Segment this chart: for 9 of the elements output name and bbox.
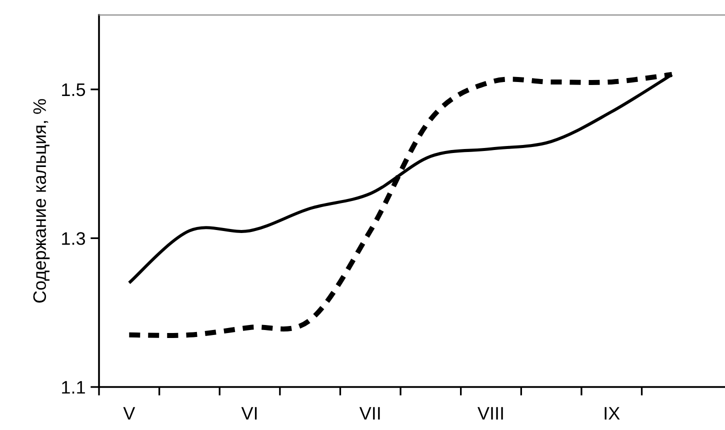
x-tick-label: VII: [359, 407, 380, 420]
x-tick-label: IX: [604, 407, 620, 420]
x-tick-label: V: [123, 407, 136, 420]
y-tick-label: 1.1: [62, 381, 85, 394]
y-axis-title: Содержание кальция, %: [33, 99, 50, 303]
y-tick-label: 1.5: [62, 84, 86, 96]
y-tick-label: 1.3: [62, 232, 86, 245]
x-tick-label: VI: [241, 407, 257, 420]
x-tick-label: VIII: [478, 407, 503, 420]
